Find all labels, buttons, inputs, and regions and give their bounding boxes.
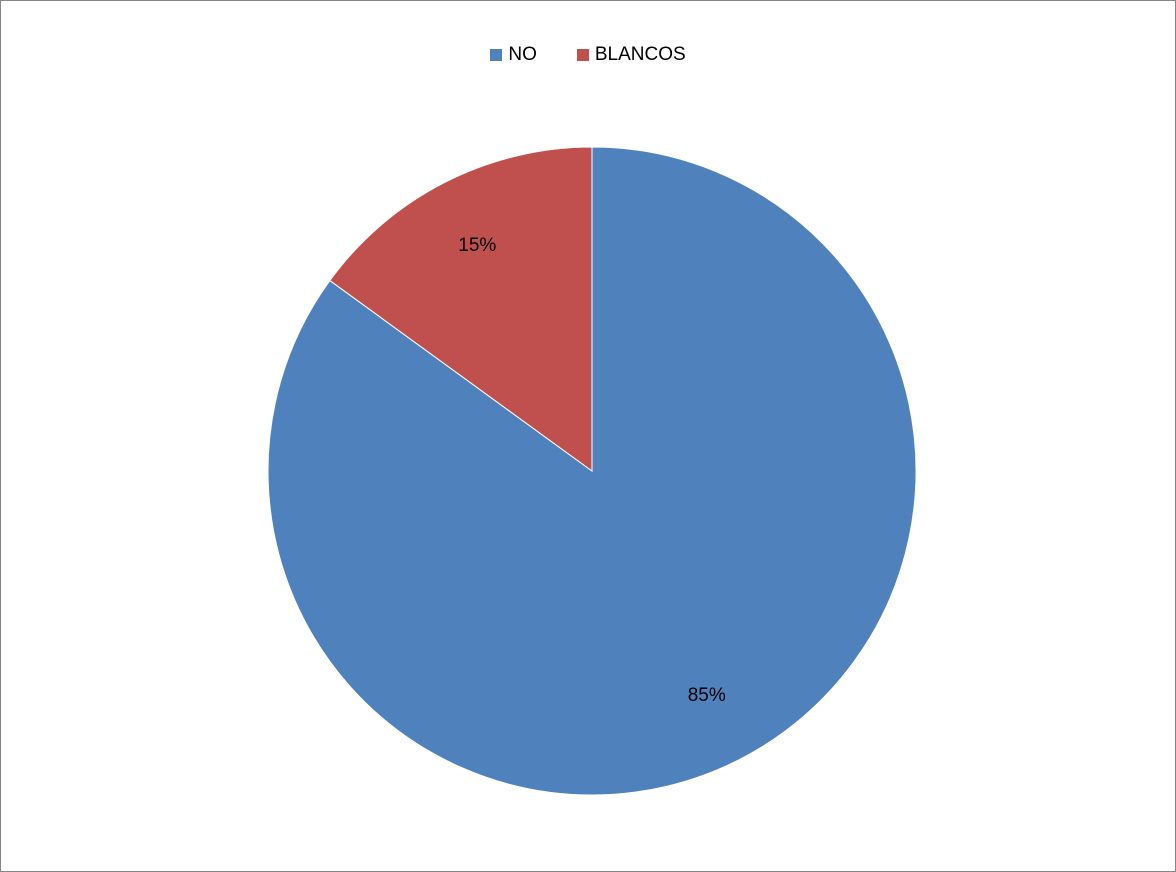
legend: NO BLANCOS [0,44,1176,66]
legend-label-no: NO [508,44,537,65]
legend-item-no: NO [490,44,537,66]
pie-label-no: 85% [688,685,726,706]
legend-swatch-no [490,49,503,61]
legend-swatch-blancos [576,49,589,61]
pie-slice-blancos [329,146,593,472]
legend-label-blancos: BLANCOS [594,44,686,65]
legend-item-blancos: BLANCOS [576,44,686,66]
pie-label-blancos: 15% [458,235,496,256]
